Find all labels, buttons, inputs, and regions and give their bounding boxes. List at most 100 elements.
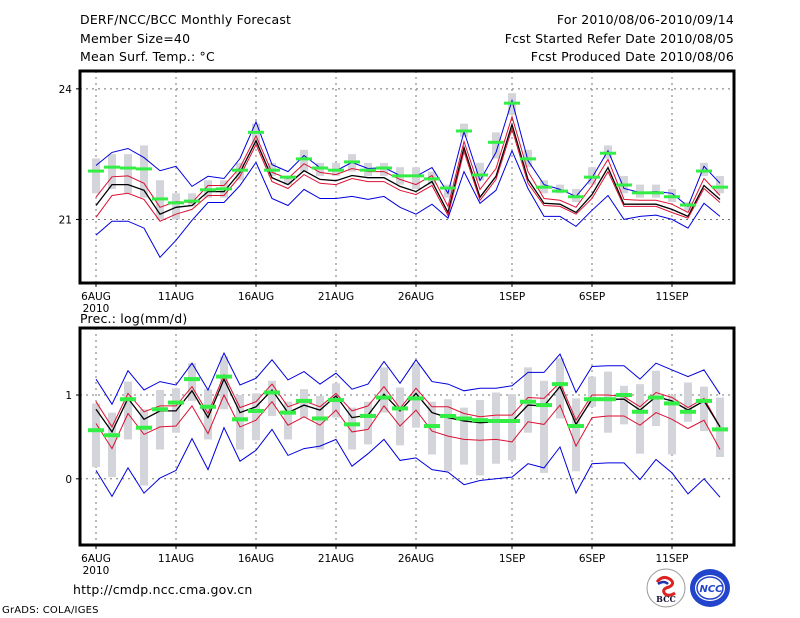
precip-observed-mark xyxy=(264,390,280,395)
temp-observed-mark xyxy=(632,191,648,195)
precip-observed-mark xyxy=(88,428,104,433)
precip-ensemble-box xyxy=(604,371,612,433)
precip-ensemble-box xyxy=(492,392,500,464)
temp-observed-mark xyxy=(264,168,280,172)
temp-observed-mark xyxy=(456,129,472,133)
precip-observed-mark xyxy=(680,409,696,414)
temp-xtick-label: 26AUG xyxy=(398,291,434,303)
precip-ensemble-box xyxy=(636,384,644,454)
temp-xtick-label: 11SEP xyxy=(656,291,689,303)
temp-observed-mark xyxy=(440,186,456,190)
precip-observed-mark xyxy=(328,398,344,403)
bcc-logo-text: BCC xyxy=(656,594,676,604)
temp-plot-frame xyxy=(78,69,736,285)
precip-observed-mark xyxy=(104,433,120,438)
precip-observed-mark xyxy=(312,416,328,421)
temp-observed-mark xyxy=(504,101,520,105)
temp-observed-mark xyxy=(616,183,632,187)
precip-ensemble-box xyxy=(124,381,132,440)
temp-ensemble-box xyxy=(172,193,180,220)
precip-ensemble-box xyxy=(188,363,196,401)
precip-observed-mark xyxy=(248,408,264,413)
temp-ytick-label: 24 xyxy=(59,84,73,96)
temp-ensemble-box xyxy=(636,184,644,198)
precip-ensemble-box xyxy=(508,394,516,461)
temp-observed-mark xyxy=(200,188,216,192)
temp-observed-mark xyxy=(376,166,392,170)
temp-observed-mark xyxy=(360,168,376,172)
temp-observed-mark xyxy=(712,185,728,189)
source-url[interactable]: http://cmdp.ncc.cma.gov.cn xyxy=(73,582,253,597)
temp-observed-mark xyxy=(104,165,120,169)
chart-title: DERF/NCC/BCC Monthly Forecast xyxy=(80,12,292,27)
member-size-label: Member Size=40 xyxy=(80,31,191,46)
precip-ensemble-min-line xyxy=(95,426,721,498)
temp-observed-mark xyxy=(344,160,360,164)
precip-xtick-label: 26AUG xyxy=(398,553,434,565)
temp-xtick-label: 6SEP xyxy=(579,291,605,303)
temp-observed-mark xyxy=(424,177,440,181)
temp-xtick-label: 6AUG xyxy=(81,291,111,303)
temp-observed-mark xyxy=(552,189,568,193)
precip-observed-mark xyxy=(536,403,552,408)
temp-spread-upper-line xyxy=(95,114,721,214)
precip-observed-mark xyxy=(664,401,680,406)
precip-observed-mark xyxy=(632,409,648,414)
precip-observed-mark xyxy=(392,406,408,411)
temp-observed-mark xyxy=(232,168,248,172)
temp-observed-mark xyxy=(488,140,504,144)
temp-ensemble-box xyxy=(492,132,500,159)
precip-observed-mark xyxy=(456,416,472,421)
fcst-started-label: Fcst Started Refer Date 2010/08/05 xyxy=(504,31,734,46)
precip-ensemble-box xyxy=(396,387,404,446)
precip-observed-mark xyxy=(424,424,440,429)
precip-observed-mark xyxy=(648,395,664,400)
precip-ensemble-box xyxy=(444,399,452,472)
precip-xtick-year-label: 2010 xyxy=(83,565,110,577)
temp-observed-mark xyxy=(648,191,664,195)
temp-ensemble-box xyxy=(252,123,260,146)
temp-observed-mark xyxy=(680,203,696,207)
precip-observed-mark xyxy=(616,393,632,398)
precip-xtick-label: 6SEP xyxy=(579,553,605,565)
precip-ensemble-box xyxy=(156,390,164,450)
precip-observed-mark xyxy=(584,397,600,402)
precip-ensemble-box xyxy=(412,363,420,428)
temp-ensemble-box xyxy=(716,175,724,194)
precip-observed-mark xyxy=(344,422,360,427)
precip-ensemble-box xyxy=(220,356,228,410)
precip-observed-mark xyxy=(120,397,136,402)
precip-observed-mark xyxy=(376,395,392,400)
temp-xtick-label: 1SEP xyxy=(499,291,525,303)
precip-ensemble-box xyxy=(108,412,116,478)
temp-observed-mark xyxy=(472,173,488,177)
precip-observed-mark xyxy=(136,425,152,430)
precip-observed-mark xyxy=(296,398,312,403)
temp-observed-mark xyxy=(88,169,104,173)
precip-observed-mark xyxy=(472,418,488,423)
precip-ensemble-box xyxy=(348,407,356,450)
precip-ensemble-max-line xyxy=(95,351,721,406)
bcc-logo: BCC xyxy=(646,568,686,608)
temp-observed-mark xyxy=(600,151,616,155)
precip-observed-mark xyxy=(168,400,184,405)
temp-observed-mark xyxy=(408,174,424,178)
temp-ensemble-box xyxy=(700,162,708,176)
precip-ensemble-box xyxy=(268,380,276,416)
temp-xtick-label: 21AUG xyxy=(318,291,354,303)
temp-observed-mark xyxy=(568,195,584,199)
precip-ensemble-box xyxy=(716,397,724,458)
precip-plot-frame xyxy=(78,326,736,547)
precip-ensemble-box xyxy=(588,376,596,407)
temp-ensemble-box xyxy=(444,184,452,198)
precip-ensemble-box xyxy=(668,395,676,455)
temp-xtick-year-label: 2010 xyxy=(83,303,110,315)
temp-observed-mark xyxy=(184,199,200,203)
temp-ensemble-min-line xyxy=(95,149,721,259)
temp-observed-mark xyxy=(152,197,168,201)
precip-ensemble-box xyxy=(284,401,292,440)
temp-observed-mark xyxy=(120,166,136,170)
temp-observed-mark xyxy=(696,169,712,173)
temp-xtick-label: 16AUG xyxy=(238,291,274,303)
precip-observed-mark xyxy=(408,396,424,401)
